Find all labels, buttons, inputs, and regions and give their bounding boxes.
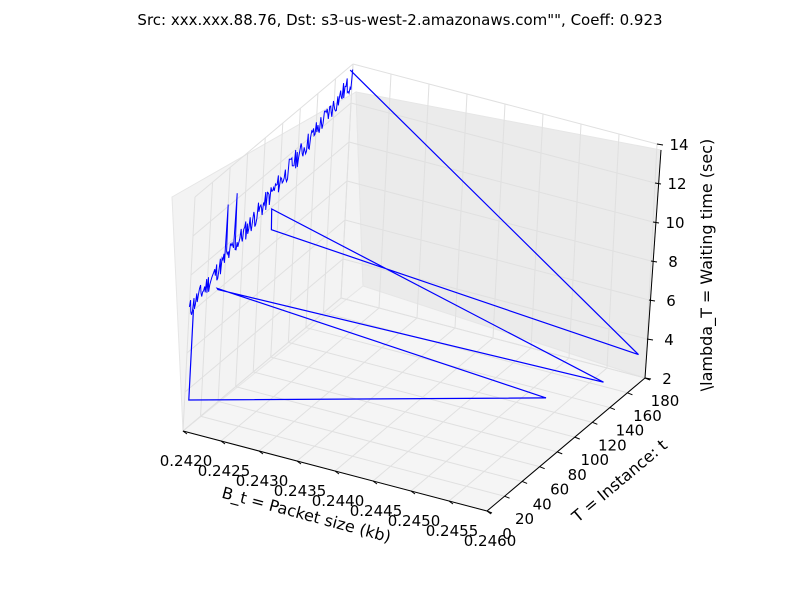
z-tick-label: 4 [664, 331, 674, 349]
y-tick-mark [627, 392, 633, 396]
y-tick-mark [557, 451, 563, 455]
z-tick-label: 2 [662, 370, 672, 388]
z-tick-mark [656, 143, 664, 146]
grid-line-z [190, 141, 350, 276]
x-tick-label: 0.2440 [312, 492, 365, 510]
x-tick-mark [448, 500, 454, 505]
y-tick-label: 100 [580, 451, 609, 469]
z-tick-mark [654, 182, 662, 185]
grid-line-z [192, 102, 352, 237]
x-tick-label: 0.2450 [388, 512, 441, 530]
series-noise-line [188, 69, 354, 315]
y-tick-mark [539, 466, 545, 470]
z-tick-label: 12 [667, 175, 686, 193]
grid-line-z [188, 180, 348, 315]
grid-line-x [296, 327, 456, 462]
x-tick-mark [258, 450, 264, 455]
y-tick-label: 140 [616, 422, 645, 440]
y-tick-label: 60 [550, 481, 569, 499]
y-tick-mark [609, 407, 616, 411]
grid-line-y [253, 371, 558, 453]
y-axis-line [486, 377, 646, 512]
x-tick-mark [182, 430, 188, 435]
z-tick-label: 8 [668, 253, 678, 271]
grid-line-x [220, 307, 380, 442]
grid-line-z [186, 219, 346, 354]
x-tick-label: 0.2420 [160, 452, 213, 470]
grid-line-z [352, 63, 658, 145]
z-tick-mark [646, 338, 654, 341]
x-tick-label: 0.2425 [198, 462, 251, 480]
grid-line-x [410, 357, 570, 492]
y-tick-label: 80 [568, 466, 587, 484]
z-tick-mark [648, 299, 656, 302]
chart-title: Src: xxx.xxx.88.76, Dst: s3-us-west-2.am… [137, 11, 662, 29]
x-tick-mark [334, 470, 340, 475]
x-tick-label: 0.2460 [464, 532, 517, 550]
x-tick-label: 0.2430 [236, 472, 289, 490]
z-tick-label: 6 [666, 292, 676, 310]
y-tick-mark [504, 495, 510, 499]
grid-line-z [184, 258, 344, 393]
y-tick-label: 40 [533, 495, 552, 513]
z-tick-label: 10 [665, 214, 684, 232]
y-tick-mark [521, 480, 528, 484]
z-tick-label: 14 [669, 136, 688, 154]
x-tick-label: 0.2435 [274, 482, 327, 500]
x-tick-label: 0.2455 [426, 522, 479, 540]
grid-line-z [350, 102, 656, 184]
grid-line-z [346, 180, 652, 262]
x-tick-mark [220, 440, 226, 445]
y-tick-label: 180 [651, 392, 680, 410]
grid-line-z [344, 219, 650, 301]
x-tick-mark [410, 490, 416, 495]
x-tick-mark [372, 480, 378, 485]
y-tick-label: 120 [598, 436, 627, 454]
x-tick-label: 0.2445 [350, 502, 403, 520]
z-axis-line [644, 149, 662, 379]
y-tick-mark [486, 510, 493, 514]
grid-line-z [340, 297, 646, 379]
grid-line-y [305, 327, 611, 409]
z-tick-mark [650, 260, 658, 263]
grid-line-x [258, 317, 418, 452]
z-axis-ticks: 2 4 6 8 10 12 14 [644, 136, 689, 388]
grid-line-y [200, 415, 505, 497]
z-axis-label: \lambda_T = Waiting time (sec) [697, 139, 717, 392]
grid-line-y [217, 400, 523, 482]
grid-line-x [372, 347, 532, 482]
grid-line-y [288, 341, 593, 423]
y-tick-mark [592, 421, 598, 425]
grid-line-y [270, 356, 575, 438]
grid-line-z [182, 297, 342, 432]
grid-line-x [448, 367, 608, 502]
y-tick-label: 0 [502, 525, 512, 543]
z-tick-mark [652, 221, 660, 224]
grid-line-z [194, 63, 354, 198]
grid-line-z [348, 141, 654, 223]
x-tick-mark [296, 460, 302, 465]
y-tick-label: 20 [515, 510, 534, 528]
x-axis-ticks: 0.24200.24250.24300.24350.24400.24450.24… [160, 430, 517, 550]
series-line [188, 69, 639, 401]
series-layer [188, 69, 639, 401]
grid-line-x [334, 337, 494, 472]
y-tick-label: 160 [633, 407, 662, 425]
z-tick-mark [644, 377, 652, 380]
grid-line-y [323, 312, 628, 394]
y-tick-mark [574, 436, 580, 440]
